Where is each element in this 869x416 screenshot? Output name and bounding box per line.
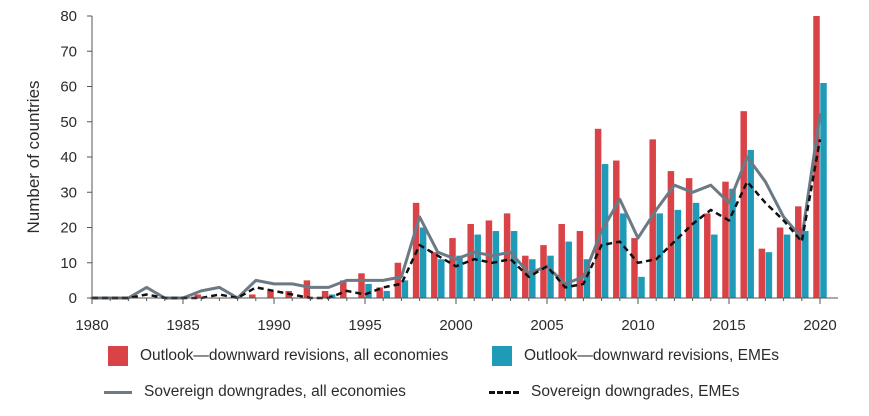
bar [711, 234, 718, 298]
bar [321, 290, 329, 298]
bar [583, 259, 591, 298]
axes: 0 10 20 30 40 50 60 70 80 1980 1985 1990 1995 2000 200… [60, 8, 838, 334]
x-tick-label: 1985 [166, 317, 199, 334]
y-tick-label: 0 [69, 290, 77, 307]
bar [449, 238, 456, 298]
bar [547, 255, 554, 298]
bar [783, 234, 791, 298]
bar [692, 202, 700, 298]
x-tick-label: 2020 [803, 317, 836, 334]
bar [667, 171, 675, 298]
x-tick-label: 1995 [348, 317, 381, 334]
x-tick-label: 1990 [257, 317, 290, 334]
bar [267, 290, 274, 298]
bar [510, 231, 518, 298]
x-tick-label: 2005 [530, 317, 563, 334]
bar [565, 241, 572, 298]
y-tick-label: 60 [60, 79, 77, 96]
bar [649, 139, 656, 298]
x-tick-label: 2015 [712, 317, 745, 334]
bar [419, 227, 427, 298]
bar [394, 262, 402, 298]
bar [340, 280, 347, 298]
y-tick-label: 20 [60, 220, 77, 237]
x-tick-label: 2010 [621, 317, 654, 334]
bar [376, 287, 383, 298]
bar [613, 160, 620, 298]
x-tick-label: 2000 [439, 317, 472, 334]
bar [194, 294, 201, 298]
bar [358, 273, 365, 298]
bar [558, 223, 565, 298]
bar [601, 164, 609, 298]
bar [729, 188, 736, 298]
bar [456, 255, 463, 298]
bar [758, 248, 766, 298]
bar [765, 252, 773, 298]
y-tick-label: 30 [60, 184, 77, 201]
bar [620, 213, 627, 298]
bar [638, 276, 645, 298]
bar [401, 280, 409, 298]
bar [631, 238, 638, 298]
bar [522, 255, 529, 298]
y-axis-title: Number of countries [24, 80, 43, 233]
y-tick-label: 40 [60, 149, 77, 166]
bar [747, 149, 754, 298]
bar [820, 82, 827, 298]
y-tick-label: 50 [60, 114, 77, 131]
series-line-downgrades-all [90, 113, 822, 300]
bar [529, 259, 536, 298]
bar [474, 234, 481, 298]
bars [194, 16, 827, 298]
bar [365, 283, 372, 298]
bar [431, 252, 438, 298]
y-tick-label: 10 [60, 255, 77, 272]
bar [802, 231, 809, 298]
bar [704, 213, 711, 298]
bar [438, 259, 445, 298]
bar [594, 128, 602, 298]
bar [485, 220, 493, 298]
bar [303, 280, 311, 298]
bar [540, 245, 547, 298]
bar [503, 213, 511, 298]
x-tick-label: 1980 [75, 317, 108, 334]
y-tick-label: 80 [60, 8, 77, 25]
bar [576, 231, 584, 298]
bar [740, 111, 747, 298]
bar [249, 294, 256, 298]
series-line-downgrades-emes [92, 139, 822, 300]
bar [383, 290, 390, 298]
bar [722, 181, 729, 298]
bar [795, 206, 802, 298]
bar [492, 231, 500, 298]
y-tick-label: 70 [60, 43, 77, 60]
bar [776, 227, 784, 298]
bar [467, 223, 474, 298]
bar [674, 209, 682, 298]
bar [685, 178, 693, 298]
lines [90, 113, 822, 300]
